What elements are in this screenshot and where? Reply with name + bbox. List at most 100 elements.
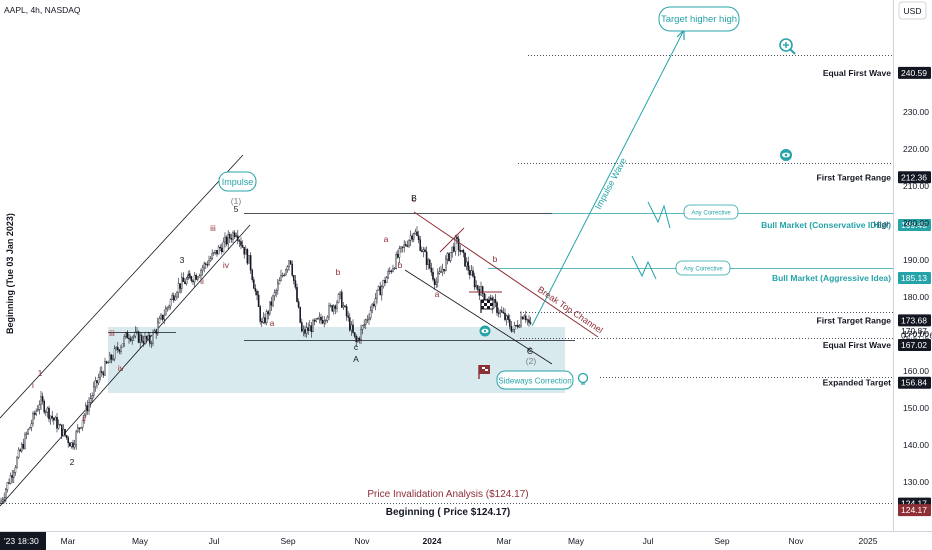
eye-icon-small[interactable] [479,325,491,337]
candle-body [236,235,239,241]
price-tag-text: 156.84 [901,378,927,388]
candle-body [196,276,199,280]
candle-body [54,417,57,421]
candle-body [497,312,500,314]
any-corrective-callout-2[interactable]: Any Corrective [675,260,731,276]
candle-body [150,342,153,345]
currency-button[interactable]: USD [898,1,927,20]
candle-body [369,310,372,319]
candle-body [441,269,444,273]
candle-body [1,499,4,502]
candle-body [19,449,22,452]
candle-body [421,250,423,252]
candle-body [99,371,101,378]
target-higher-high-text: Target higher high [661,14,737,25]
candle-body [86,405,89,412]
wave-label: iii [210,223,216,233]
level-labels: Equal First Wave 240.59 First Target Range… [761,66,932,517]
support-zone [108,327,565,393]
candle-body [349,317,351,331]
candle-body [344,305,346,307]
candle-body [53,417,55,421]
candle-body [161,314,164,320]
candle-body [392,268,394,272]
candle-body [350,324,353,331]
candle-body [337,294,340,303]
wave-label: C [527,346,533,356]
wave-label: b [398,260,403,270]
impulse-channel-lower [0,224,251,507]
candle-body [217,246,220,255]
level-label: Equal First Wave [823,68,891,78]
candle-body [341,291,343,308]
candle-body [381,286,383,296]
target-higher-high-callout[interactable]: Target higher high [658,6,740,32]
zoom-in-icon[interactable] [779,38,796,55]
candle-body [518,325,521,328]
candle-body [38,404,41,410]
x-tick-label: May [132,536,149,546]
candle-body [45,411,47,414]
candle-body [142,341,145,344]
candle-body [309,325,311,331]
x-tick-label: Sep [280,536,295,546]
candle-body [116,347,119,351]
red-flag-icon [478,365,490,379]
wave-label: B [411,193,417,203]
candle-body [192,280,194,283]
candle-body [73,444,76,448]
candle-body [523,315,525,320]
candle-body [321,320,324,324]
candle-body [433,279,436,285]
candle-body [57,424,60,429]
lightbulb-icon[interactable] [577,372,589,385]
candle-body [467,261,470,271]
candle-body [17,449,20,458]
candle-body [67,437,69,444]
candle-body [320,316,322,321]
candle-body [148,335,151,344]
candle-body [480,286,482,296]
candle-body [203,263,206,269]
candle-body [312,319,314,333]
candle-body [59,424,61,426]
candle-body [139,335,142,343]
sideways-correction-callout[interactable]: Sideways Correction [496,370,574,390]
candle-body [347,315,350,318]
candle-body [280,275,282,281]
candle-body [328,305,330,318]
level-label: Bull Market (Aggressive Idea) [772,273,891,283]
candle-body [241,245,244,248]
candle-body [395,254,398,269]
candle-body [49,415,52,420]
candle-body [510,326,513,332]
checkered-flag-icon [480,299,494,313]
candle-body [249,255,252,271]
impulse-callout[interactable]: Impulse [218,171,257,192]
candle-body [33,413,36,415]
candle-body [397,254,399,258]
candle-body [124,332,127,337]
candle-body [430,267,433,273]
candle-body [12,472,15,478]
eye-icon[interactable] [780,149,792,161]
candle-body [208,260,210,266]
candle-body [37,409,39,412]
candle-body [200,270,202,276]
candle-body [483,293,486,300]
candle-body [342,305,345,308]
y-tick-label: 230.00 [903,107,929,117]
candle-body [92,386,95,396]
level-label: Expanded Target [823,378,891,388]
x-tick-label: 2024 [423,536,442,546]
candle-body [368,317,370,320]
any-corrective-callout-1[interactable]: Any Corrective [683,204,739,220]
candle-body [46,407,49,413]
wave-label: A [353,354,359,364]
wave-label: c [412,194,417,204]
beginning-label: Beginning ( Price $124.17) [386,507,511,518]
candle-body [489,297,492,299]
candle-body [112,358,114,360]
candle-body [222,241,225,253]
